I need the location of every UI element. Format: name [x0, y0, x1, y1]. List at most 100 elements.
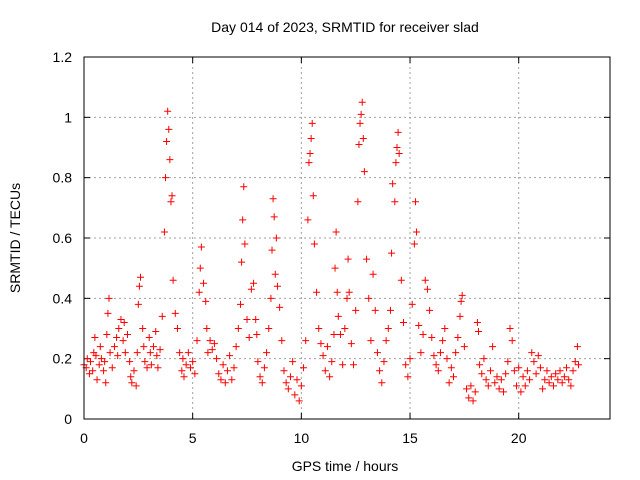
x-tick-label: 5	[189, 430, 197, 446]
data-point	[240, 183, 248, 191]
data-point	[158, 312, 166, 320]
data-point	[467, 382, 475, 390]
data-point	[291, 391, 299, 399]
data-point	[215, 370, 223, 378]
data-point	[354, 198, 362, 206]
data-point	[359, 134, 367, 142]
data-point	[245, 334, 253, 342]
data-point	[271, 270, 279, 278]
data-point	[228, 376, 236, 384]
data-point	[497, 376, 505, 384]
data-point	[515, 364, 523, 372]
data-point	[105, 294, 113, 302]
data-point	[480, 355, 488, 363]
data-point	[132, 382, 140, 390]
data-point	[135, 282, 143, 290]
data-point	[395, 150, 403, 158]
data-point	[241, 240, 249, 248]
data-point	[310, 240, 318, 248]
data-point	[426, 306, 434, 314]
data-point	[226, 352, 234, 360]
data-point	[97, 355, 105, 363]
data-point	[460, 343, 468, 351]
data-point	[356, 119, 364, 127]
data-point	[193, 337, 201, 345]
data-point	[93, 376, 101, 384]
data-point	[140, 343, 148, 351]
y-tick-label: 0.8	[53, 170, 73, 186]
data-point	[389, 180, 397, 188]
data-point	[482, 376, 490, 384]
data-point	[352, 306, 360, 314]
data-point	[434, 367, 442, 375]
data-point	[365, 294, 373, 302]
data-point	[92, 352, 100, 360]
data-point	[250, 279, 258, 287]
data-point	[141, 358, 149, 366]
data-point	[486, 367, 494, 375]
data-point	[100, 367, 108, 375]
data-point	[130, 367, 138, 375]
data-point	[526, 376, 534, 384]
data-point	[202, 297, 210, 305]
data-point	[169, 276, 177, 284]
data-point	[545, 379, 553, 387]
data-point	[382, 337, 390, 345]
data-point	[571, 358, 579, 366]
data-point	[182, 361, 190, 369]
data-point	[400, 318, 408, 326]
data-point	[402, 361, 410, 369]
data-point	[413, 228, 421, 236]
data-point	[541, 376, 549, 384]
x-tick-label: 15	[402, 430, 418, 446]
data-point	[530, 358, 538, 366]
data-point	[289, 358, 297, 366]
data-point	[397, 276, 405, 284]
x-tick-label: 20	[511, 430, 527, 446]
data-point	[478, 370, 486, 378]
x-axis-label: GPS time / hours	[292, 458, 399, 474]
data-point	[508, 337, 516, 345]
data-point	[567, 382, 575, 390]
x-tick-label: 10	[294, 430, 310, 446]
data-point	[315, 325, 323, 332]
data-point	[189, 358, 197, 366]
data-point	[197, 243, 205, 251]
data-point	[465, 394, 473, 402]
data-point	[123, 331, 131, 339]
data-point	[523, 367, 531, 375]
data-point	[110, 343, 118, 351]
data-point	[234, 325, 242, 332]
data-point	[208, 346, 216, 354]
data-point	[521, 382, 529, 390]
data-point	[454, 334, 462, 342]
data-point	[213, 355, 221, 363]
data-point	[247, 285, 255, 293]
data-point	[491, 379, 499, 387]
data-point	[417, 349, 425, 357]
data-point	[532, 370, 540, 378]
y-tick-label: 0.2	[53, 351, 73, 367]
data-point	[210, 340, 218, 348]
data-point	[150, 343, 158, 351]
data-point	[519, 373, 527, 381]
data-point	[326, 373, 334, 381]
data-point	[380, 358, 388, 366]
data-point	[484, 382, 492, 390]
data-point	[350, 361, 358, 369]
data-point	[452, 349, 460, 357]
data-point	[254, 358, 262, 366]
data-point	[219, 361, 227, 369]
data-point	[539, 385, 547, 393]
data-point	[388, 249, 396, 257]
data-point	[106, 349, 114, 357]
data-point	[267, 294, 275, 302]
data-point	[178, 367, 186, 375]
data-point	[415, 321, 423, 329]
data-point	[276, 303, 284, 311]
data-point	[408, 300, 416, 308]
data-point	[355, 140, 363, 148]
data-point	[306, 150, 314, 158]
data-point	[269, 195, 277, 203]
data-point	[384, 325, 392, 332]
